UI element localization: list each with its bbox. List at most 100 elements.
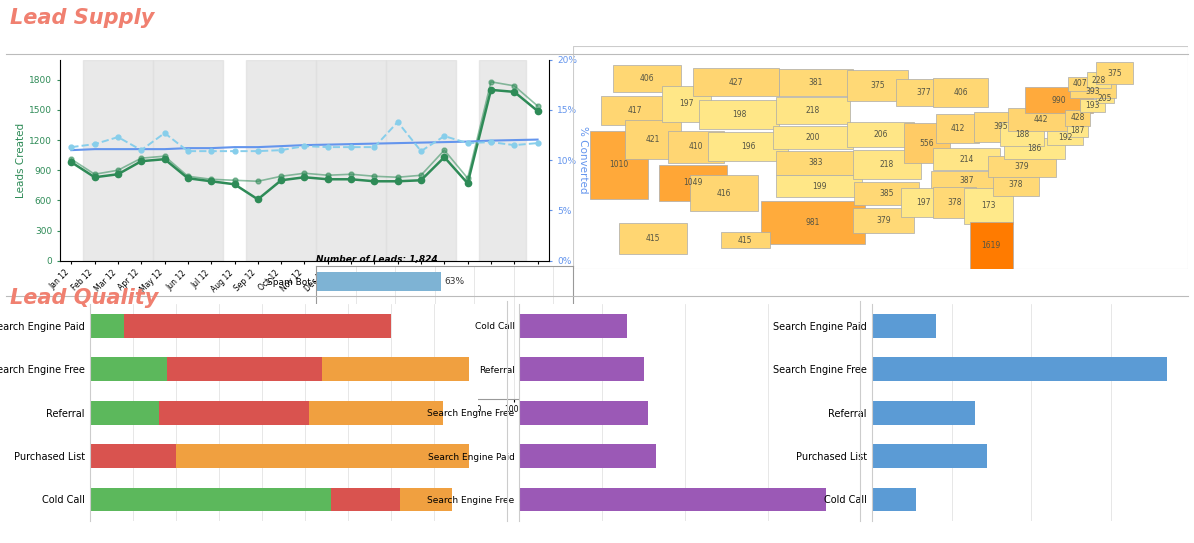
Bar — [904, 123, 949, 163]
Text: 199: 199 — [812, 182, 826, 191]
Bar — [700, 100, 780, 129]
Bar — [90, 357, 167, 381]
Bar — [936, 115, 979, 143]
Bar — [386, 60, 456, 261]
Text: Lead Quality: Lead Quality — [10, 288, 158, 308]
Bar — [721, 232, 770, 248]
Bar — [663, 86, 712, 122]
Text: 196: 196 — [741, 142, 756, 151]
Text: 415: 415 — [738, 236, 752, 244]
Text: 990: 990 — [1052, 96, 1066, 104]
Bar — [669, 130, 724, 163]
Text: 8%: 8% — [337, 379, 351, 388]
Bar — [246, 60, 316, 261]
Bar — [1069, 77, 1093, 91]
Bar — [776, 151, 856, 174]
Bar — [964, 188, 1013, 224]
Text: 200: 200 — [806, 133, 820, 142]
Text: 385: 385 — [880, 189, 894, 198]
Bar — [1081, 99, 1104, 112]
Bar — [992, 173, 1039, 196]
Bar — [626, 120, 681, 159]
Text: 416: 416 — [716, 189, 731, 198]
Bar — [933, 79, 989, 107]
Text: 63%: 63% — [444, 277, 464, 286]
Text: 197: 197 — [916, 198, 931, 207]
Bar — [90, 314, 124, 338]
Text: 218: 218 — [806, 106, 820, 115]
Text: 412: 412 — [950, 124, 965, 133]
Bar — [316, 306, 350, 325]
Text: 556: 556 — [919, 138, 934, 148]
Text: 375: 375 — [1107, 68, 1121, 78]
Bar — [970, 222, 1013, 269]
Bar — [153, 60, 223, 261]
Bar — [1096, 93, 1114, 103]
Text: 17%: 17% — [353, 311, 374, 320]
Bar — [872, 401, 975, 425]
Text: 1049: 1049 — [683, 178, 703, 187]
Bar — [1070, 84, 1115, 98]
Bar — [933, 148, 1001, 170]
Bar — [847, 122, 915, 147]
Bar — [776, 175, 862, 197]
Text: 214: 214 — [960, 155, 974, 164]
Bar — [1026, 86, 1093, 113]
Text: Lead Supply: Lead Supply — [10, 8, 154, 28]
Bar — [872, 488, 916, 512]
Bar — [590, 130, 648, 199]
Bar — [316, 374, 332, 393]
Bar — [847, 71, 909, 101]
Bar — [519, 314, 627, 338]
Bar — [659, 165, 727, 200]
Text: 197: 197 — [679, 99, 694, 108]
Text: 428: 428 — [1070, 113, 1084, 123]
Bar — [479, 60, 525, 261]
Text: 187: 187 — [1070, 126, 1084, 135]
Text: 410: 410 — [689, 142, 703, 151]
Text: 173: 173 — [981, 201, 996, 211]
Bar — [1003, 138, 1065, 159]
Bar — [400, 488, 451, 512]
Bar — [872, 444, 987, 468]
Text: 417: 417 — [627, 106, 642, 115]
Bar — [90, 401, 159, 425]
Text: 1010: 1010 — [610, 160, 629, 169]
Bar — [124, 314, 392, 338]
Bar — [974, 112, 1027, 142]
Text: 381: 381 — [808, 78, 823, 86]
Bar — [176, 444, 469, 468]
Bar — [519, 357, 644, 381]
Bar — [989, 156, 1055, 177]
Bar — [853, 150, 921, 179]
Bar — [90, 444, 176, 468]
Text: 378: 378 — [1009, 180, 1023, 189]
Bar — [708, 132, 788, 161]
Bar — [761, 200, 866, 244]
Bar — [933, 187, 975, 218]
Y-axis label: % Converted: % Converted — [578, 127, 589, 194]
Text: 415: 415 — [646, 234, 660, 243]
Bar — [872, 314, 936, 338]
Text: 427: 427 — [728, 78, 744, 86]
Text: 379: 379 — [1015, 162, 1029, 171]
Bar — [1008, 108, 1072, 131]
Text: 421: 421 — [646, 135, 660, 144]
Bar — [900, 188, 947, 217]
Bar — [620, 223, 687, 254]
Bar — [167, 357, 322, 381]
Bar — [519, 488, 826, 512]
Text: 193: 193 — [1085, 101, 1100, 110]
Text: 377: 377 — [916, 89, 931, 97]
Text: 192: 192 — [1058, 133, 1072, 142]
Bar — [853, 208, 915, 233]
Bar — [1096, 62, 1133, 84]
Bar — [780, 68, 853, 96]
Text: 375: 375 — [870, 81, 885, 90]
Bar — [776, 97, 850, 124]
Y-axis label: Leads Created: Leads Created — [17, 123, 26, 198]
Text: 1619: 1619 — [981, 241, 1001, 250]
Text: 378: 378 — [947, 198, 961, 207]
Text: 442: 442 — [1033, 115, 1047, 124]
Bar — [309, 401, 443, 425]
